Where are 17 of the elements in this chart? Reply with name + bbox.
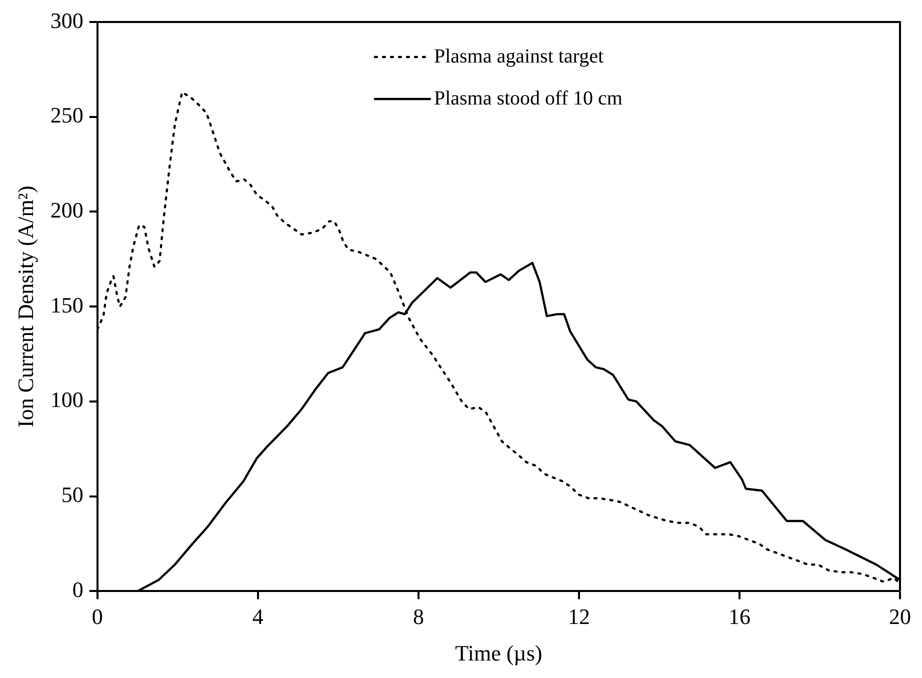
x-tick-label: 16: [728, 604, 750, 630]
legend-label: Plasma stood off 10 cm: [434, 87, 623, 110]
y-tick-label: 50: [61, 482, 84, 508]
x-axis-title: Time (µs): [455, 640, 542, 666]
x-tick-label: 4: [252, 604, 264, 630]
x-tick-label: 0: [92, 604, 103, 630]
y-tick-label: 300: [50, 8, 84, 33]
y-tick-label: 200: [50, 198, 84, 223]
y-axis-title: Ion Current Density (A/m²): [12, 186, 38, 428]
y-tick-label: 150: [50, 292, 84, 318]
x-tick-label: 12: [568, 604, 590, 630]
x-tick-label: 20: [889, 604, 911, 630]
y-tick-label: 0: [72, 576, 84, 602]
y-tick-label: 250: [50, 102, 84, 128]
legend-label: Plasma against target: [434, 45, 604, 68]
x-tick-label: 8: [412, 604, 424, 630]
y-tick-label: 100: [50, 387, 84, 412]
